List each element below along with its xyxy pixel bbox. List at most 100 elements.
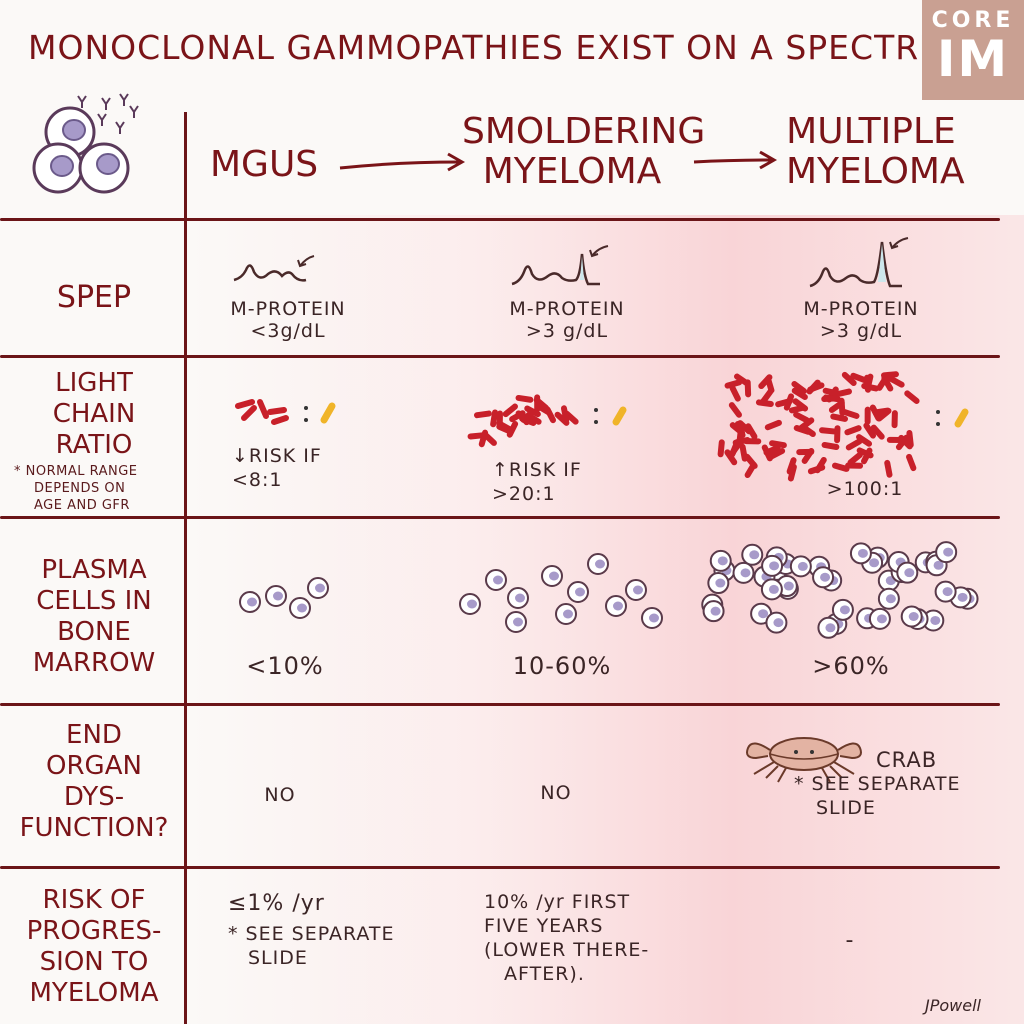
kappa-chain-mark bbox=[954, 408, 969, 428]
logo-line2: IM bbox=[936, 30, 1010, 88]
row-label-risk: RISK OF PROGRES- SION TO MYELOMA bbox=[14, 885, 174, 1009]
light-chain-mark bbox=[783, 393, 795, 411]
light-chain-mark bbox=[496, 423, 514, 435]
arrow-icon bbox=[339, 152, 466, 172]
light-chain-mark bbox=[788, 404, 807, 414]
light-chain-mark bbox=[544, 406, 557, 424]
stage-smoldering: SMOLDERING MYELOMA bbox=[462, 111, 706, 192]
stage-smoldering-line1: SMOLDERING bbox=[462, 111, 706, 152]
light-chain-mark bbox=[717, 439, 725, 458]
light-chain-multiple-text: >100:1 bbox=[800, 478, 930, 500]
spep-smoldering-l1: M-PROTEIN bbox=[509, 298, 625, 320]
crab-label: CRAB bbox=[876, 748, 938, 772]
light-chain-mark bbox=[728, 402, 742, 418]
light-chain-mark bbox=[787, 463, 797, 482]
light-chain-multiple-l1: >100:1 bbox=[826, 478, 904, 500]
row-divider bbox=[0, 516, 1000, 519]
spep-curve-mgus bbox=[233, 255, 315, 282]
row-label-end-organ: END ORGAN DYS- FUNCTION? bbox=[14, 720, 174, 844]
plasma-label-l4: MARROW bbox=[32, 648, 156, 678]
risk-mgus-l1: ≤1% /yr bbox=[228, 891, 325, 916]
risk-label-l2: PROGRES- bbox=[26, 916, 162, 946]
risk-mgus-l3: SLIDE bbox=[248, 947, 308, 969]
risk-label-l4: MYELOMA bbox=[29, 978, 159, 1008]
core-im-logo: CORE IM bbox=[922, 0, 1024, 100]
row-divider bbox=[0, 218, 1000, 221]
light-chain-mark bbox=[467, 432, 486, 440]
light-chain-mark bbox=[729, 439, 741, 457]
risk-mgus-text: ≤1% /yr * SEE SEPARATE SLIDE bbox=[228, 892, 395, 970]
light-chain-mark bbox=[856, 434, 873, 447]
spep-smoldering-text: M-PROTEIN >3 g/dL bbox=[492, 298, 642, 342]
page-title: MONOCLONAL GAMMOPATHIES EXIST ON A SPECT… bbox=[28, 28, 974, 67]
row-divider bbox=[0, 703, 1000, 706]
light-chain-mark bbox=[758, 374, 773, 390]
spep-smoldering-l2: >3 g/dL bbox=[525, 320, 609, 342]
light-chain-mark bbox=[831, 462, 850, 472]
light-chain-mark bbox=[791, 380, 808, 395]
light-chain-mark bbox=[906, 429, 914, 448]
light-chain-mgus-icon bbox=[235, 399, 336, 425]
end-organ-multiple-l2: * SEE SEPARATE bbox=[794, 773, 961, 795]
risk-mgus-l2: * SEE SEPARATE bbox=[228, 923, 395, 945]
light-chain-mark bbox=[560, 405, 570, 424]
light-chain-mark bbox=[768, 447, 786, 460]
plasma-cells-smoldering-icon bbox=[459, 553, 663, 633]
light-chain-mark bbox=[743, 453, 758, 469]
end-organ-label-l1: END bbox=[66, 720, 122, 750]
end-organ-label-l3: DYS- bbox=[63, 782, 125, 812]
light-chain-mark bbox=[533, 396, 549, 411]
column-divider bbox=[184, 112, 187, 1024]
light-chain-mark bbox=[734, 373, 750, 387]
light-chain-mark bbox=[845, 438, 863, 451]
risk-label-l1: RISK OF bbox=[42, 885, 146, 915]
plasma-label-l1: PLASMA bbox=[41, 555, 147, 585]
light-chain-mark bbox=[724, 449, 738, 466]
light-chain-mark bbox=[515, 410, 530, 426]
light-chain-smoldering-l2: >20:1 bbox=[492, 483, 556, 505]
light-chain-mark bbox=[906, 453, 917, 472]
light-chain-mark bbox=[724, 379, 743, 389]
light-chain-note-l2: DEPENDS ON bbox=[34, 481, 126, 496]
light-chain-mark bbox=[791, 387, 808, 401]
light-chain-mark bbox=[884, 459, 893, 478]
kappa-chain-mark bbox=[612, 406, 627, 426]
light-chain-mark bbox=[847, 451, 863, 466]
plasma-cells-icon bbox=[32, 93, 139, 194]
plasma-cells-multiple-icon bbox=[701, 541, 979, 639]
light-chain-mark bbox=[806, 379, 821, 395]
light-chain-mark bbox=[482, 431, 497, 446]
spep-mgus-l2: <3g/dL bbox=[250, 320, 326, 342]
light-chain-mark bbox=[850, 372, 868, 384]
row-label-plasma: PLASMA CELLS IN BONE MARROW bbox=[14, 555, 174, 679]
light-chain-mark bbox=[821, 441, 840, 451]
plasma-multiple-text: >60% bbox=[812, 652, 890, 680]
spep-multiple-l1: M-PROTEIN bbox=[803, 298, 919, 320]
risk-label-l3: SION TO bbox=[39, 947, 149, 977]
artist-signature: JPowell bbox=[925, 996, 981, 1015]
logo-line1: CORE bbox=[931, 8, 1015, 33]
light-chain-mark bbox=[793, 411, 810, 424]
risk-smoldering-l4: AFTER). bbox=[504, 963, 585, 985]
stage-smoldering-line2: MYELOMA bbox=[482, 151, 662, 192]
light-chain-mark bbox=[764, 419, 782, 431]
risk-multiple-text: - bbox=[845, 928, 855, 953]
light-chain-mark bbox=[729, 422, 746, 436]
light-chain-mark bbox=[769, 440, 787, 449]
light-chain-smoldering-l1: ↑RISK IF bbox=[492, 459, 582, 481]
spep-curve-multiple bbox=[809, 237, 909, 288]
row-divider bbox=[0, 355, 1000, 358]
light-chain-mark bbox=[502, 403, 518, 418]
light-chain-mark bbox=[876, 374, 889, 391]
row-divider bbox=[0, 866, 1000, 869]
end-organ-mgus-text: NO bbox=[264, 784, 296, 806]
light-chain-mark bbox=[515, 394, 534, 403]
light-chain-multiple-icon bbox=[717, 371, 969, 482]
row-label-spep: SPEP bbox=[56, 280, 132, 315]
light-chain-mark bbox=[842, 409, 860, 419]
light-chain-label-l3: RATIO bbox=[55, 430, 133, 460]
light-chain-mark bbox=[904, 390, 920, 404]
light-chain-mark bbox=[807, 464, 826, 475]
light-chain-smoldering-text: ↑RISK IF >20:1 bbox=[492, 458, 582, 506]
light-chain-mark bbox=[872, 407, 891, 416]
